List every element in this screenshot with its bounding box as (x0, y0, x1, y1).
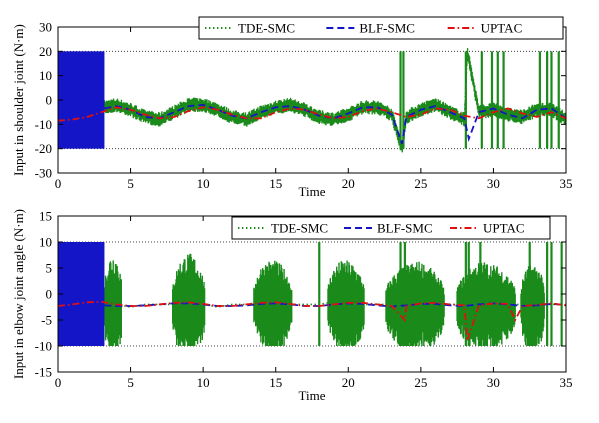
legend-box (231, 216, 551, 240)
plot-area (58, 48, 566, 153)
series-uptac (58, 300, 566, 342)
y-tick-label: 15 (39, 209, 52, 224)
legend-label-tde-smc: TDE-SMC (271, 221, 328, 236)
legend: TDE-SMC BLF-SMC UPTAC (198, 16, 564, 40)
series-blf-smc (58, 51, 566, 149)
x-tick-label: 30 (487, 176, 500, 191)
x-tick-label: 10 (197, 176, 210, 191)
legend-label-tde-smc: TDE-SMC (238, 21, 295, 36)
series-tde-smc (103, 242, 566, 346)
x-axis-title: Time (299, 388, 326, 403)
tde-smc-chatter-bursts (103, 253, 545, 346)
legend: TDE-SMC BLF-SMC UPTAC (231, 216, 551, 240)
y-tick-label: 0 (46, 287, 53, 302)
y-tick-label: 30 (39, 20, 52, 35)
shoulder-joint-chart: 0 5 10 15 20 25 30 35 -30 -20 -10 0 10 20 30 Time Input … (11, 16, 573, 199)
y-tick-label: -5 (41, 313, 52, 328)
y-axis-title: Input in elbow joint angle (N·m) (11, 209, 26, 379)
x-axis-title: Time (299, 184, 326, 199)
y-tick-label: 10 (39, 68, 52, 83)
x-tick-label: 5 (127, 375, 134, 390)
x-tick-label: 15 (269, 176, 282, 191)
blf-smc-switching-block (58, 242, 105, 346)
blf-smc-line (104, 103, 566, 145)
y-tick-label: -30 (35, 166, 52, 181)
x-tick-label: 30 (487, 375, 500, 390)
legend-label-blf-smc: BLF-SMC (377, 221, 433, 236)
uptac-line (58, 106, 566, 122)
x-tick-label: 10 (197, 375, 210, 390)
y-tick-label: -20 (35, 141, 52, 156)
x-tick-label: 0 (55, 375, 62, 390)
x-tick-label: 15 (269, 375, 282, 390)
plot-area (58, 242, 566, 346)
series-tde-smc (103, 48, 566, 153)
legend-label-uptac: UPTAC (483, 221, 525, 236)
tde-smc-chatter-band (103, 48, 566, 153)
y-tick-label: 5 (46, 261, 53, 276)
blf-smc-switching-block (58, 51, 105, 149)
x-tick-label: 25 (414, 375, 427, 390)
x-tick-label: 0 (55, 176, 62, 191)
y-tick-label: 0 (46, 93, 53, 108)
series-uptac (58, 106, 566, 122)
x-tick-label: 5 (127, 176, 134, 191)
plot-frame (57, 26, 567, 174)
legend-box (198, 16, 564, 40)
x-tick-label: 20 (342, 375, 355, 390)
x-tick-label: 20 (342, 176, 355, 191)
legend-label-blf-smc: BLF-SMC (359, 21, 415, 36)
elbow-joint-chart: 0 5 10 15 20 25 30 35 -15 -10 -5 0 5 10 15 Time Input in… (11, 209, 573, 404)
y-tick-label: 10 (39, 235, 52, 250)
legend-label-uptac: UPTAC (481, 21, 523, 36)
x-tick-label: 35 (560, 375, 573, 390)
x-tick-label: 25 (414, 176, 427, 191)
x-tick-label: 35 (560, 176, 573, 191)
y-tick-label: -10 (35, 117, 52, 132)
y-axis-title: Input in shoulder joint (N·m) (11, 24, 26, 176)
uptac-line (58, 300, 566, 342)
y-tick-label: 20 (39, 44, 52, 59)
y-tick-label: -10 (35, 339, 52, 354)
y-tick-label: -15 (35, 365, 52, 380)
